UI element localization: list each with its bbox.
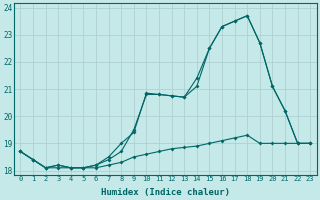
- X-axis label: Humidex (Indice chaleur): Humidex (Indice chaleur): [101, 188, 230, 197]
